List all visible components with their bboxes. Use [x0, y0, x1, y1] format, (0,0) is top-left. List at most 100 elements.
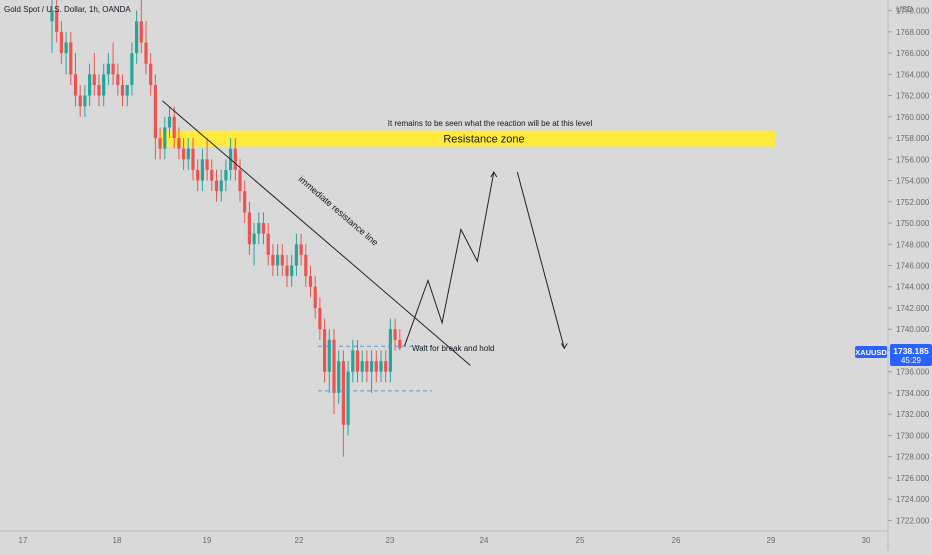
- x-tick-label: 18: [113, 536, 122, 545]
- candle-body: [374, 361, 378, 372]
- currency-label: USD: [896, 5, 913, 14]
- y-tick-label: 1744.000: [896, 283, 930, 292]
- price-badge-bg: [890, 344, 932, 366]
- candle-body: [285, 265, 289, 277]
- y-tick-label: 1756.000: [896, 155, 930, 164]
- y-tick-label: 1764.000: [896, 70, 930, 79]
- y-tick-label: 1726.000: [896, 474, 930, 483]
- candle-body: [379, 361, 383, 372]
- candle: [233, 138, 237, 181]
- candle: [294, 233, 298, 277]
- candle-body: [323, 329, 327, 372]
- candle-body: [172, 116, 176, 139]
- candle-body: [116, 74, 120, 85]
- candle: [285, 254, 289, 287]
- candle: [266, 223, 270, 266]
- candle: [125, 84, 129, 107]
- candle-body: [304, 254, 308, 277]
- candle: [360, 350, 364, 383]
- x-tick-label: 26: [672, 536, 681, 545]
- candle: [153, 74, 157, 160]
- candle-body: [360, 361, 364, 372]
- candle: [64, 31, 68, 75]
- candle: [144, 21, 148, 75]
- y-tick-label: 1740.000: [896, 325, 930, 334]
- drawings-layer[interactable]: [162, 100, 568, 392]
- candle: [69, 31, 73, 85]
- y-tick-label: 1724.000: [896, 495, 930, 504]
- candle-body: [370, 361, 374, 372]
- candle: [78, 84, 82, 117]
- candle-body: [337, 361, 341, 393]
- last-price-countdown: 45:29: [901, 356, 922, 365]
- candle-body: [120, 84, 125, 96]
- y-tick-label: 1742.000: [896, 304, 930, 313]
- candle-body: [73, 74, 78, 96]
- candle: [172, 106, 176, 149]
- candle: [167, 106, 172, 139]
- projection-down-path[interactable]: [516, 171, 565, 349]
- candle-body: [135, 21, 139, 54]
- candle: [73, 53, 78, 107]
- candle: [130, 42, 134, 96]
- candle-body: [233, 148, 237, 170]
- candle-body: [69, 42, 73, 75]
- projection-up-arrowhead: [490, 171, 498, 178]
- candle-body: [388, 329, 392, 372]
- candle: [55, 0, 59, 43]
- y-tick-label: 1734.000: [896, 389, 930, 398]
- candles-layer: [50, 0, 402, 457]
- resistance-zone[interactable]: [160, 130, 775, 147]
- y-tick-label: 1728.000: [896, 453, 930, 462]
- x-tick-label: 19: [203, 536, 212, 545]
- candle-body: [153, 84, 157, 139]
- candle-body: [294, 244, 298, 266]
- candle-body: [144, 42, 148, 64]
- candle-body: [83, 95, 87, 107]
- projection-down-arrowhead: [560, 343, 568, 350]
- candle-body: [355, 350, 360, 372]
- symbol-label: XAUUSD: [855, 348, 887, 357]
- candle: [224, 159, 228, 192]
- candle-body: [346, 371, 350, 425]
- candle-body: [214, 180, 219, 192]
- annotation-reaction-note[interactable]: It remains to be seen what the reaction …: [388, 119, 593, 128]
- time-axis[interactable]: 17 18 19 22 23 24 25 26 29 30: [19, 536, 871, 545]
- candle: [271, 244, 275, 277]
- candle-body: [327, 339, 331, 372]
- x-tick-label: 17: [19, 536, 28, 545]
- candle: [88, 63, 92, 107]
- y-tick-label: 1748.000: [896, 240, 930, 249]
- y-tick-label: 1750.000: [896, 219, 930, 228]
- candle: [337, 350, 341, 404]
- candle-body: [92, 74, 96, 85]
- x-tick-label: 25: [576, 536, 585, 545]
- candle: [299, 233, 303, 266]
- candle-body: [341, 361, 345, 425]
- candle: [106, 53, 110, 85]
- projection-up-path[interactable]: [404, 171, 495, 347]
- y-tick-label: 1768.000: [896, 28, 930, 37]
- candle-body: [78, 95, 82, 107]
- candle: [323, 318, 327, 383]
- y-tick-label: 1722.000: [896, 516, 930, 525]
- trendline[interactable]: [162, 100, 471, 366]
- candle: [308, 265, 313, 298]
- price-axis[interactable]: 1722.000 1724.000 1726.000 1728.000 1730.000…: [888, 7, 930, 526]
- candle-body: [139, 21, 143, 43]
- annotation-break-hold-note[interactable]: Wait for break and hold: [412, 344, 494, 353]
- candle-body: [182, 148, 186, 160]
- candle: [186, 138, 190, 170]
- candle: [346, 361, 350, 436]
- x-tick-label: 24: [480, 536, 489, 545]
- candle-body: [299, 244, 303, 255]
- symbol-badge[interactable]: XAUUSD: [855, 346, 887, 358]
- candle-body: [318, 307, 322, 330]
- last-price-badge[interactable]: 1738.185 45:29: [890, 344, 932, 366]
- y-tick-label: 1730.000: [896, 431, 930, 440]
- candle: [374, 350, 378, 383]
- candle: [120, 74, 125, 107]
